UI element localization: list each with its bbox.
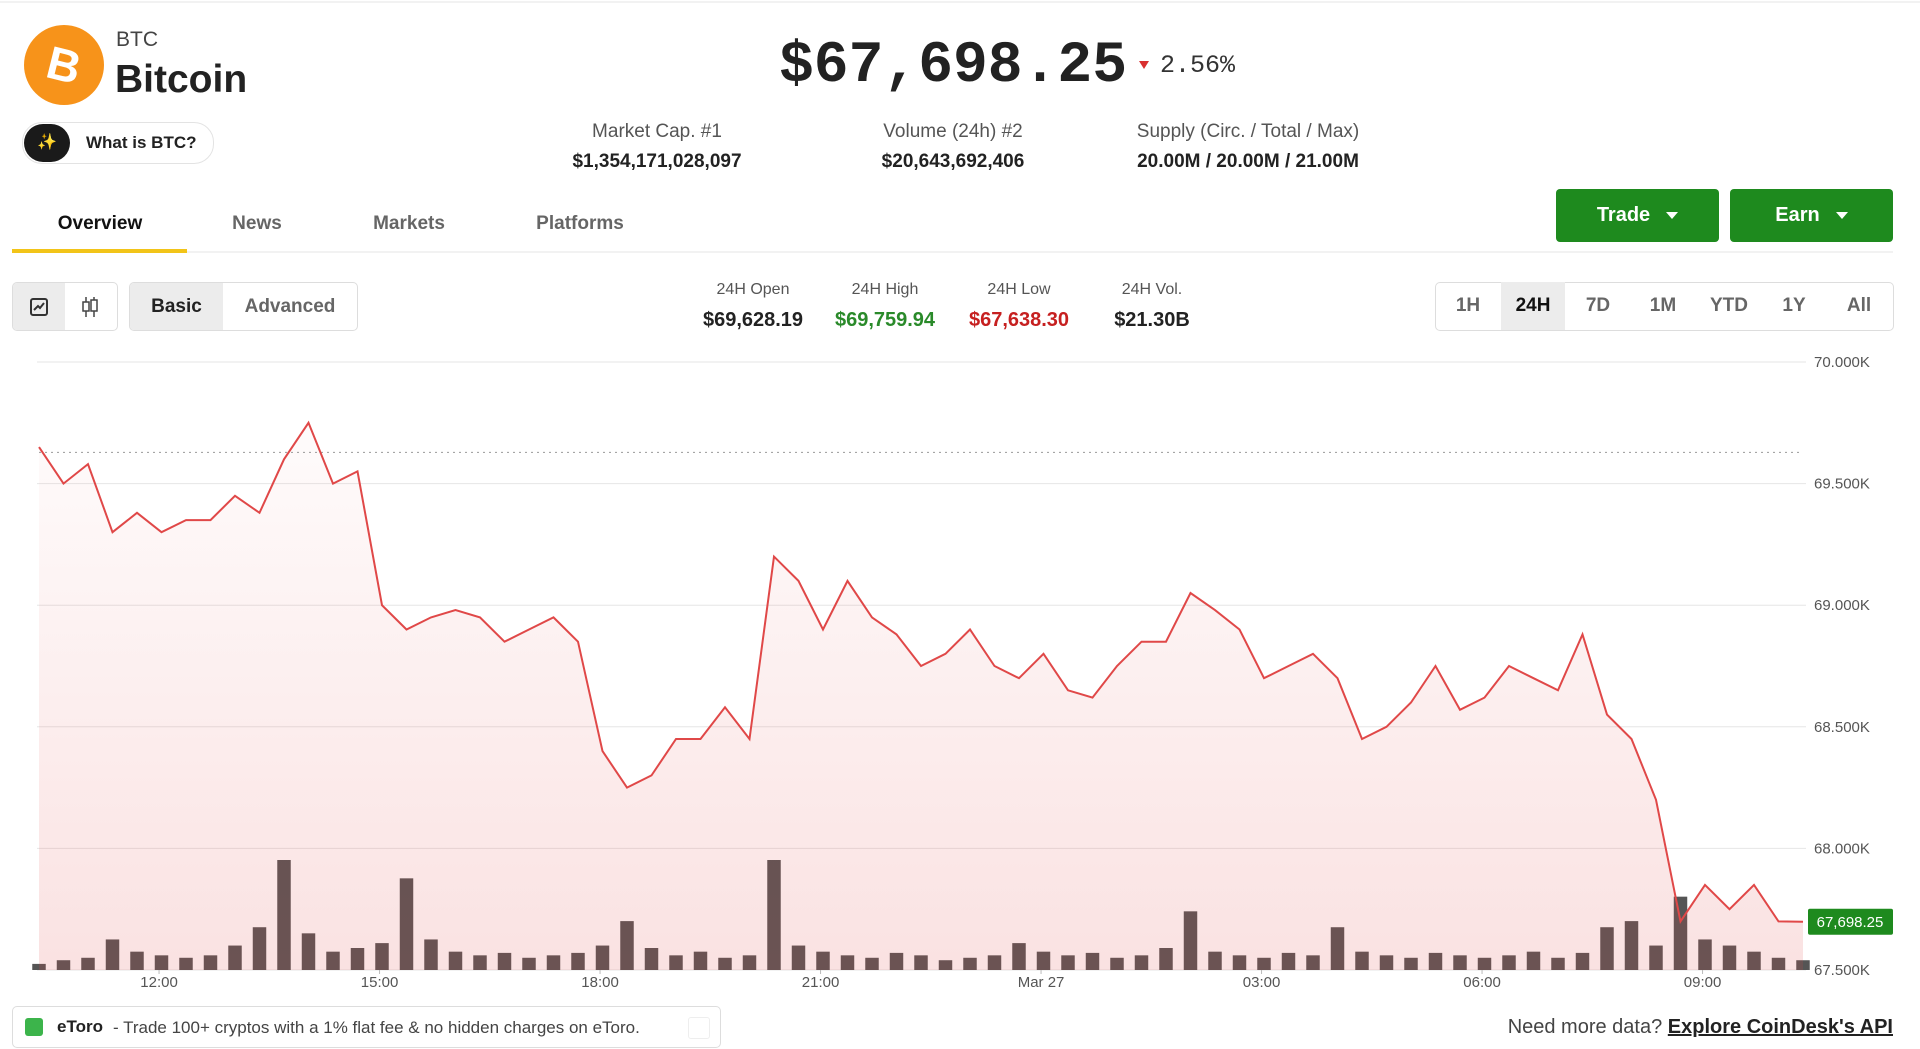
symbol: BTC — [116, 28, 158, 51]
y-tick-label: 70.000K — [1814, 354, 1870, 371]
x-tick-label: 21:00 — [802, 974, 840, 991]
caret — [1666, 211, 1679, 219]
line-style-button[interactable] — [13, 283, 65, 330]
api-link[interactable]: Explore CoinDesk's API — [1667, 1016, 1893, 1038]
y-tick-label: 67.500K — [1814, 962, 1870, 979]
mode-button[interactable]: Basic — [130, 283, 223, 330]
range-button[interactable]: 1M — [1649, 295, 1677, 316]
x-tick-label: 12:00 — [140, 974, 178, 991]
down-triangle — [1139, 61, 1149, 69]
ad-banner[interactable]: eToro - Trade 100+ cryptos with a 1% fla… — [12, 1006, 721, 1048]
x-tick-label: 09:00 — [1684, 974, 1722, 991]
mode-button[interactable]: Advanced — [244, 296, 336, 317]
y-tick-label: 69.000K — [1814, 597, 1870, 614]
caret — [1835, 211, 1848, 219]
mode-toggle: Basic Advanced — [129, 282, 358, 331]
coin-name: Bitcoin — [115, 58, 248, 101]
price-line — [38, 420, 1804, 924]
ad-brand: eToro — [57, 1017, 103, 1036]
y-tick-label: 68.000K — [1814, 840, 1870, 857]
stat-label: Supply (Circ. / Total / Max) — [1136, 121, 1360, 142]
tab[interactable]: Platforms — [536, 213, 624, 234]
candle-icon[interactable] — [81, 296, 99, 318]
range-button[interactable]: YTD — [1710, 295, 1748, 316]
day-stat-label: 24H Open — [716, 281, 790, 298]
price-area — [39, 422, 1803, 970]
day-stat-label: 24H High — [851, 281, 919, 298]
range-button[interactable]: 24H — [1501, 282, 1565, 330]
tab[interactable]: News — [232, 213, 282, 234]
range-button[interactable]: 7D — [1585, 295, 1611, 316]
y-tick-label: 68.500K — [1814, 719, 1870, 736]
sparkle-icon: ✨ — [24, 124, 70, 162]
etoro-icon — [25, 1018, 43, 1036]
api-prompt: Need more data? — [1507, 1016, 1663, 1038]
earn-button[interactable]: Earn — [1730, 189, 1893, 242]
ai-button-label: What is BTC? — [86, 133, 197, 152]
button-label: Earn — [1775, 204, 1820, 226]
stat-label: Volume (24h) #2 — [883, 121, 1023, 142]
tab[interactable]: Markets — [373, 213, 445, 234]
tab[interactable]: Overview — [57, 213, 143, 234]
x-tick-label: 06:00 — [1463, 974, 1501, 991]
last-price-label: 67,698.25 — [1817, 914, 1884, 931]
price-change: 2.56% — [1160, 51, 1236, 80]
stat-value: $1,354,171,028,097 — [572, 151, 742, 172]
api-promo: Need more data? Explore CoinDesk's API — [1508, 1016, 1893, 1039]
range-button[interactable]: All — [1846, 295, 1872, 316]
x-tick-label: 03:00 — [1243, 974, 1281, 991]
x-tick-label: 15:00 — [361, 974, 399, 991]
x-tick-label: 18:00 — [581, 974, 619, 991]
day-stat-value: $67,638.30 — [968, 309, 1070, 331]
ai-button[interactable]: ✨ What is BTC? — [22, 122, 214, 164]
day-stat-value: $69,628.19 — [702, 309, 804, 331]
range-button[interactable]: 1Y — [1782, 295, 1806, 316]
trade-button[interactable]: Trade — [1556, 189, 1719, 242]
line-icon — [30, 298, 48, 316]
last-price-tag — [1808, 908, 1893, 935]
stat-label: Market Cap. #1 — [592, 121, 722, 142]
stat-value: 20.00M / 20.00M / 21.00M — [1137, 151, 1359, 172]
stat-value: $20,643,692,406 — [881, 151, 1025, 172]
day-stat-label: 24H Vol. — [1121, 281, 1183, 298]
day-stat-value: $69,759.94 — [834, 309, 936, 331]
price: $67,698.25 — [778, 34, 1128, 99]
chart-style-toggle — [12, 282, 118, 331]
range-button[interactable]: 1H — [1455, 295, 1481, 316]
day-stat-value: $21.30B — [1114, 309, 1190, 331]
x-tick-label: Mar 27 — [1018, 974, 1065, 991]
bitcoin-logo: B — [24, 25, 104, 105]
ad-close[interactable] — [688, 1017, 710, 1039]
tab-underline — [12, 249, 187, 253]
ad-text: - Trade 100+ cryptos with a 1% flat fee … — [113, 1018, 640, 1037]
day-stat-label: 24H Low — [987, 281, 1051, 298]
y-tick-label: 69.500K — [1814, 476, 1870, 493]
button-label: Trade — [1596, 204, 1651, 226]
